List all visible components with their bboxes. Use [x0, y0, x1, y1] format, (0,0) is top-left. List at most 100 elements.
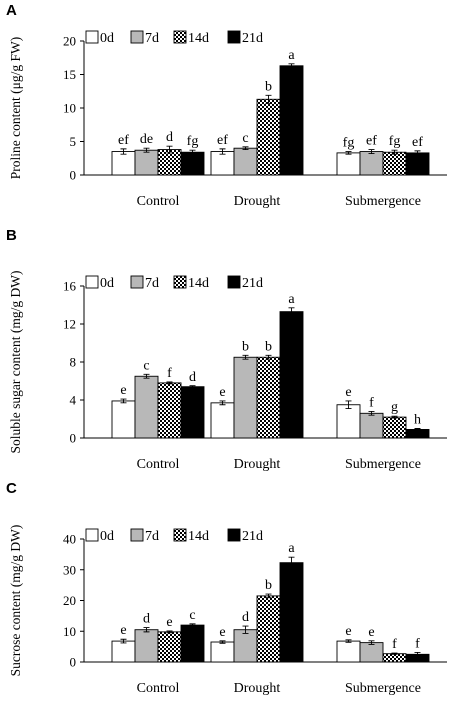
legend-swatch-7d	[130, 528, 144, 542]
significance-label: b	[265, 578, 272, 593]
y-tick-label: 4	[70, 393, 77, 408]
category-label: Control	[137, 457, 180, 472]
significance-label: h	[414, 413, 421, 428]
legend-swatch-21d	[227, 275, 241, 289]
significance-label: fg	[389, 134, 401, 149]
bar-14d-drought	[256, 98, 281, 176]
error-bar	[345, 151, 352, 155]
significance-label: e	[345, 624, 351, 639]
legend-label: 21d	[242, 31, 263, 46]
significance-label: b	[265, 339, 272, 354]
category-label: Control	[137, 194, 180, 209]
bar-0d-control	[111, 640, 136, 663]
error-bar	[242, 146, 249, 150]
significance-label: f	[167, 366, 172, 381]
bar-21d-control	[180, 624, 205, 663]
significance-label: c	[242, 131, 248, 146]
y-tick-label: 30	[63, 562, 76, 577]
y-tick-label: 16	[63, 279, 77, 294]
bar-21d-control	[180, 386, 205, 439]
error-bar	[288, 63, 295, 69]
bar-7d-control	[134, 149, 159, 176]
significance-label: a	[288, 541, 295, 556]
significance-label: f	[369, 395, 374, 410]
bar-14d-submergence	[382, 416, 407, 439]
category-label: Drought	[234, 457, 281, 472]
y-tick-label: 10	[63, 624, 76, 639]
bar-7d-submergence	[359, 642, 384, 663]
significance-label: e	[166, 615, 172, 630]
legend-swatch-14d	[173, 30, 187, 44]
error-bar	[265, 593, 272, 599]
legend-label: 7d	[145, 31, 159, 46]
bar-0d-submergence	[336, 404, 361, 439]
bar-14d-drought	[256, 595, 281, 663]
error-bar	[368, 640, 375, 645]
significance-label: b	[242, 339, 249, 354]
bar-21d-drought	[279, 65, 304, 176]
category-label: Submergence	[345, 457, 421, 472]
y-axis-label: Soluble sugar content (mg/g DW)	[8, 271, 23, 454]
legend-label: 21d	[242, 529, 263, 544]
y-tick-label: 0	[70, 431, 77, 446]
error-bar	[189, 385, 196, 389]
legend-label: 0d	[100, 276, 114, 291]
legend-label: 7d	[145, 276, 159, 291]
significance-label: f	[392, 637, 397, 652]
error-bar	[120, 398, 127, 404]
error-bar	[368, 149, 375, 155]
error-bar	[166, 145, 173, 154]
error-bar	[414, 150, 421, 156]
significance-label: e	[120, 623, 126, 638]
significance-label: ef	[366, 134, 377, 149]
significance-label: a	[288, 292, 295, 307]
bar-7d-control	[134, 629, 159, 663]
y-tick-label: 12	[63, 317, 76, 332]
bar-7d-drought	[233, 356, 258, 439]
error-bar	[345, 639, 352, 643]
category-label: Submergence	[345, 681, 421, 696]
error-bar	[242, 354, 249, 360]
y-tick-label: 0	[70, 655, 77, 670]
error-bar	[219, 640, 226, 644]
error-bar	[143, 373, 150, 379]
bar-0d-submergence	[336, 152, 361, 176]
bar-0d-drought	[210, 402, 235, 439]
error-bar	[143, 627, 150, 633]
y-tick-label: 5	[70, 134, 77, 149]
bar-21d-drought	[279, 311, 304, 439]
significance-label: f	[415, 636, 420, 651]
error-bar	[345, 400, 352, 409]
error-bar	[391, 652, 398, 655]
y-axis-label: Sucrose content (mg/g DW)	[8, 525, 23, 677]
category-label: Drought	[234, 194, 281, 209]
category-label: Control	[137, 681, 180, 696]
legend-swatch-14d	[173, 275, 187, 289]
bar-14d-drought	[256, 356, 281, 439]
legend-label: 14d	[188, 31, 209, 46]
significance-label: de	[140, 132, 153, 147]
y-tick-label: 0	[70, 168, 77, 183]
significance-label: d	[166, 130, 173, 145]
significance-label: ef	[217, 133, 228, 148]
bar-7d-drought	[233, 629, 258, 663]
significance-label: d	[143, 612, 150, 627]
bar-0d-control	[111, 151, 136, 176]
legend-label: 7d	[145, 529, 159, 544]
significance-label: c	[143, 358, 149, 373]
error-bar	[288, 307, 295, 316]
significance-label: e	[219, 385, 225, 400]
bar-7d-drought	[233, 147, 258, 176]
bar-21d-submergence	[405, 152, 430, 176]
error-bar	[120, 148, 127, 155]
legend-label: 14d	[188, 276, 209, 291]
error-bar	[166, 381, 173, 385]
significance-label: e	[368, 625, 374, 640]
chart-panel-c: C Sucrose content (mg/g DW) 0 10 20 30 40 e e e d d…	[6, 480, 447, 696]
error-bar	[189, 149, 196, 155]
y-tick-label: 20	[63, 593, 76, 608]
significance-label: fg	[187, 134, 199, 149]
significance-label: ef	[412, 135, 423, 150]
